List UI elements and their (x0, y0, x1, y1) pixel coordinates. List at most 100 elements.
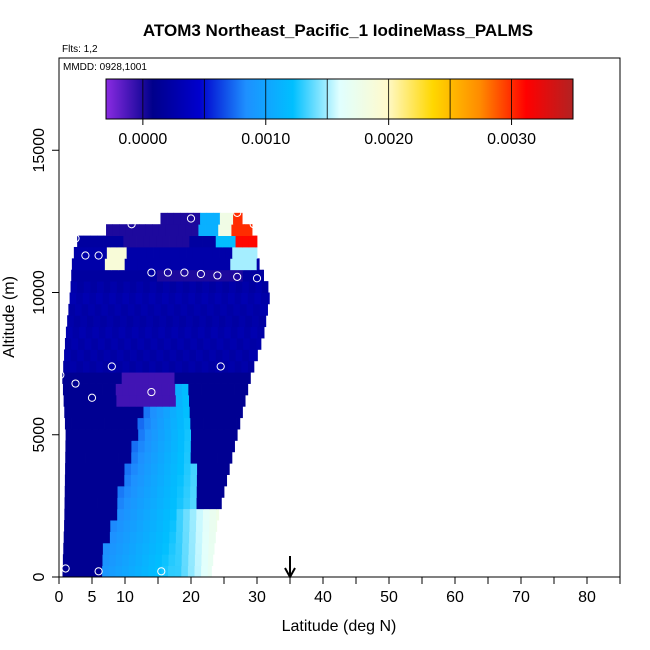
curtain-cell (150, 474, 158, 487)
curtain-cell (103, 235, 111, 248)
curtain-cell (197, 258, 205, 271)
curtain-cell (191, 429, 198, 441)
curtain-cell (217, 440, 225, 453)
curtain-cell (71, 474, 79, 487)
curtain-cell (111, 429, 119, 441)
curtain-cell (91, 440, 99, 453)
curtain-cell (254, 292, 262, 305)
curtain-cell (175, 542, 183, 555)
curtain-cell (214, 383, 222, 396)
curtain-cell (196, 497, 204, 510)
curtain-cell (149, 542, 157, 555)
curtain-cell (257, 326, 265, 339)
curtain-cell (123, 497, 131, 510)
curtain-cell (98, 463, 106, 475)
y-axis-label: Altitude (m) (1, 276, 18, 358)
curtain-cell (150, 406, 158, 419)
curtain-cell (150, 338, 158, 350)
observation-point (213, 271, 222, 280)
curtain-cell (96, 394, 104, 407)
curtain-cell (190, 269, 198, 282)
curtain-cell (195, 542, 203, 555)
curtain-cell (157, 258, 165, 271)
curtain-cell (199, 315, 207, 328)
curtain-cell (91, 338, 99, 350)
colorbar-ticks: 0.0000 0.0010 0.0020 0.0030 (118, 119, 536, 148)
curtain-cell (64, 349, 72, 362)
curtain-cell (223, 269, 231, 282)
colorbar-dividers (142, 79, 512, 119)
curtain-cell (190, 338, 198, 350)
curtain-cell (247, 292, 255, 305)
curtain-cell (177, 429, 185, 441)
curtain-cell (131, 326, 139, 339)
curtain-cell (135, 360, 143, 373)
curtain-cell (83, 394, 91, 407)
curtain-cell (177, 451, 185, 464)
curtain-cell (248, 349, 256, 362)
curtain-cell (235, 349, 243, 362)
curtain-cell (182, 520, 190, 532)
curtain-cell (214, 292, 222, 305)
curtain-cell (76, 383, 84, 396)
curtain-cell (174, 372, 182, 384)
curtain-cell (78, 440, 86, 453)
curtain-cell (242, 281, 250, 293)
curtain-cell (98, 451, 106, 464)
curtain-cell (216, 508, 220, 521)
curtain-cell (97, 508, 105, 521)
curtain-cell (208, 394, 216, 407)
curtain-cell (70, 406, 78, 419)
curtain-cell (109, 394, 117, 407)
curtain-cell (80, 315, 88, 328)
curtain-cell (65, 326, 73, 339)
curtain-cell (252, 246, 258, 259)
curtain-cell (146, 315, 154, 328)
curtain-cell (202, 235, 210, 248)
curtain-cell (180, 212, 188, 225)
curtain-cell (111, 474, 119, 487)
curtain-cell (168, 542, 176, 555)
curtain-cell (143, 281, 151, 293)
curtain-cell (236, 269, 244, 282)
curtain-cell (149, 349, 157, 362)
curtain-cell (170, 474, 178, 487)
curtain-cell (71, 258, 79, 271)
curtain-cell (84, 474, 92, 487)
curtain-cell (71, 463, 79, 475)
curtain-cell (78, 429, 86, 441)
curtain-cell (193, 303, 201, 316)
curtain-cell (84, 269, 92, 282)
curtain-cell (228, 235, 236, 248)
curtain-cell (136, 235, 144, 248)
curtain-cell (148, 565, 156, 577)
curtain-cell (188, 292, 196, 305)
curtain-cell (70, 394, 78, 407)
curtain-cell (62, 554, 70, 567)
curtain-cell (65, 440, 73, 453)
curtain-cell (223, 474, 228, 487)
curtain-cell (84, 338, 92, 350)
curtain-cell (156, 497, 164, 510)
curtain-cell (189, 281, 197, 293)
curtain-cell (233, 303, 241, 316)
curtain-cell (105, 326, 113, 339)
curtain-cell (210, 258, 218, 271)
curtain-cell (112, 326, 120, 339)
curtain-cell (122, 554, 130, 567)
curtain-cell (149, 531, 157, 544)
curtain-cell (206, 303, 214, 316)
curtain-cell (130, 406, 138, 419)
curtain-cell (248, 235, 256, 248)
curtain-cell (168, 292, 176, 305)
curtain-cell (196, 417, 204, 430)
curtain-cell (222, 281, 230, 293)
curtain-cell (129, 542, 137, 555)
curtain-cell (170, 497, 178, 510)
curtain-cell (161, 383, 169, 396)
curtain-cell (78, 451, 86, 464)
curtain-cell (96, 531, 104, 544)
curtain-cell (189, 349, 197, 362)
curtain-cell (116, 542, 124, 555)
x-tick-label: 20 (182, 589, 200, 606)
